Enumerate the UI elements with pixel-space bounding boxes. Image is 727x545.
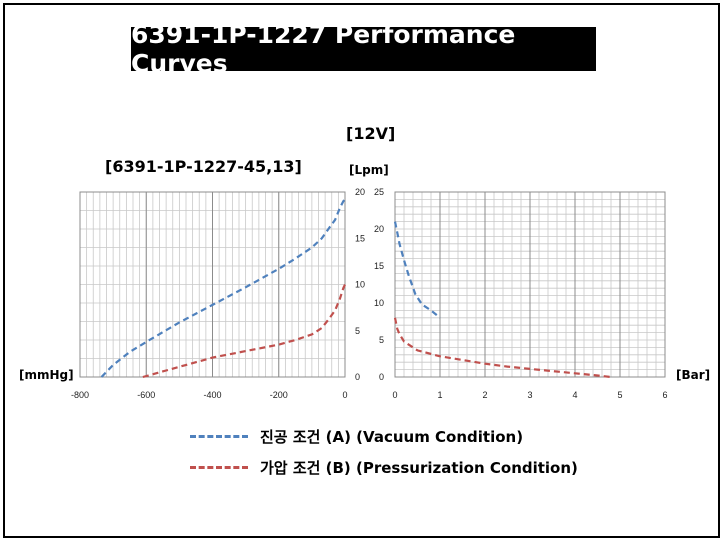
page-title: 6391-1P-1227 Performance Curves: [131, 20, 596, 78]
x-tick-label: 3: [527, 390, 532, 400]
x-tick-label: 1: [437, 390, 442, 400]
series-line-vacuum: [393, 221, 441, 319]
y-tick-label: 15: [374, 261, 384, 271]
legend-item-vacuum: 진공 조건 (A) (Vacuum Condition): [190, 426, 523, 447]
y-tick-label: 5: [379, 335, 384, 345]
page-title-text: 6391-1P-1227 Performance Curves: [131, 20, 516, 78]
left-axis-unit-label: [mmHg]: [19, 368, 74, 382]
x-tick-label: 5: [617, 390, 622, 400]
x-tick-label: 0: [392, 390, 397, 400]
right-axis-unit-label: [Bar]: [676, 368, 711, 382]
outer-frame: [3, 3, 720, 538]
y-tick-label: 0: [379, 372, 384, 382]
x-tick-label: 2: [482, 390, 487, 400]
x-tick-label: -800: [71, 390, 89, 400]
flow-unit-label: [Lpm]: [349, 163, 389, 177]
model-label: [6391-1P-1227-45,13]: [105, 157, 302, 176]
y-tick-label: 20: [355, 187, 365, 197]
x-tick-label: 4: [572, 390, 577, 400]
x-tick-label: 0: [342, 390, 347, 400]
y-tick-label: 0: [355, 372, 360, 382]
voltage-label: [12V]: [346, 124, 396, 143]
plot-frame: [394, 191, 666, 378]
plot-frame: [79, 191, 346, 378]
legend-label-vacuum: 진공 조건 (A) (Vacuum Condition): [260, 428, 524, 446]
y-tick-label: 20: [374, 224, 384, 234]
legend-line-vacuum: [190, 435, 248, 438]
x-tick-label: -600: [137, 390, 155, 400]
y-tick-label: 15: [355, 233, 365, 243]
y-tick-label: 25: [374, 187, 384, 197]
y-tick-label: 10: [374, 298, 384, 308]
x-tick-label: 6: [662, 390, 667, 400]
legend-label-pressurization: 가압 조건 (B) (Pressurization Condition): [260, 459, 578, 477]
x-tick-label: -400: [203, 390, 221, 400]
legend-line-pressurization: [190, 466, 248, 469]
series-line-pressurization: [142, 284, 346, 379]
series-line-vacuum: [100, 198, 346, 378]
legend-item-pressurization: 가압 조건 (B) (Pressurization Condition): [190, 457, 578, 478]
y-tick-label: 5: [355, 326, 360, 336]
x-tick-label: -200: [270, 390, 288, 400]
y-tick-label: 10: [355, 280, 365, 290]
